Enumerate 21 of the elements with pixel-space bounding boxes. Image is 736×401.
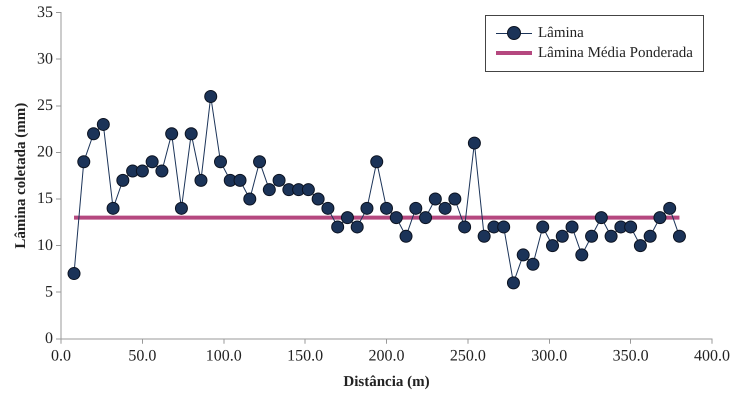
x-tick-label: 200.0	[368, 348, 404, 365]
y-tick-label: 5	[45, 283, 53, 300]
x-tick-label: 100.0	[206, 348, 242, 365]
y-tick-label: 35	[37, 4, 53, 21]
y-tick-label: 10	[37, 236, 53, 254]
y-tick-label: 15	[37, 190, 53, 208]
x-tick-label: 350.0	[612, 348, 649, 365]
y-tick-label: 25	[37, 97, 53, 114]
x-tick-label: 0.0	[51, 348, 71, 365]
x-tick-label: 250.0	[450, 348, 486, 365]
legend-label: Lâmina	[538, 24, 584, 42]
x-tick-label: 150.0	[287, 348, 324, 365]
y-tick-label: 0	[45, 330, 53, 348]
x-tick-label: 50.0	[128, 348, 156, 365]
y-tick-label: 20	[37, 144, 53, 161]
legend-label: Lâmina Média Ponderada	[538, 44, 693, 62]
x-axis-title: Distância (m)	[343, 374, 430, 390]
x-tick-label: 400.0	[694, 348, 730, 365]
y-tick-label: 30	[37, 50, 53, 68]
y-axis-title: Lâmina coletada (mm)	[12, 102, 29, 249]
x-tick-label: 300.0	[531, 348, 568, 365]
